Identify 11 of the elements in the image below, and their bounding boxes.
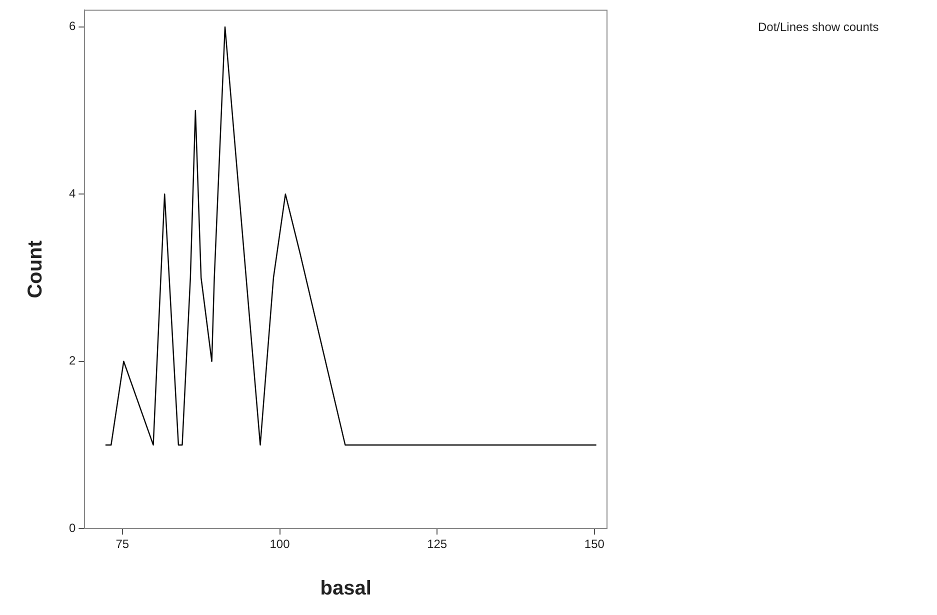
y-tick-label: 0 (68, 520, 76, 535)
x-tick-label: 125 (427, 537, 448, 552)
x-axis-title: basal (320, 578, 372, 600)
x-tick-label: 100 (270, 537, 290, 552)
x-tick-label: 75 (116, 537, 130, 552)
y-axis-title: Count (24, 240, 47, 298)
x-tick-label: 150 (584, 537, 605, 552)
y-tick-label: 4 (68, 186, 76, 200)
y-tick-label: 6 (68, 19, 76, 34)
text: Dot/Lines show counts (758, 20, 879, 34)
y-tick-label: 2 (68, 354, 76, 368)
